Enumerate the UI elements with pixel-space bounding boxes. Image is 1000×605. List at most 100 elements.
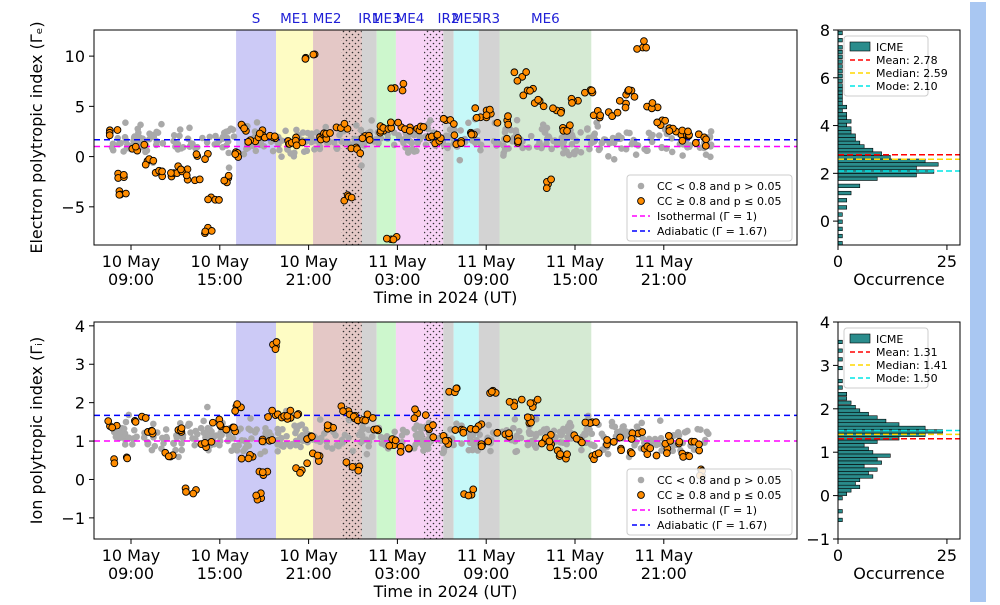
orange-point	[264, 413, 272, 421]
orange-point	[356, 149, 365, 158]
orange-point	[222, 425, 231, 434]
gray-point	[238, 437, 246, 444]
gray-point	[316, 416, 324, 423]
gray-point	[586, 145, 593, 153]
y-tick-label: 0	[75, 470, 85, 489]
orange-point	[119, 171, 128, 179]
gray-point	[668, 135, 676, 142]
gray-point	[631, 139, 638, 147]
legend: CC < 0.8 and p > 0.05 CC ≥ 0.8 and p ≤ 0.…	[626, 468, 793, 536]
gray-point	[170, 132, 178, 139]
plot-area	[94, 30, 797, 245]
orange-point	[309, 50, 318, 59]
gray-point	[153, 128, 160, 136]
hist-bar	[837, 133, 856, 138]
gray-point	[235, 442, 242, 449]
orange-point	[652, 451, 661, 460]
hist-bar	[837, 385, 843, 390]
orange-point	[692, 139, 700, 147]
x-tick-label: 0	[833, 252, 843, 271]
y-tick-label: 10	[65, 47, 85, 66]
hist-bar	[837, 73, 843, 79]
x-tick-label: 11 May	[368, 252, 427, 271]
x-tick-label: 10 May	[191, 546, 250, 565]
hist-bar	[837, 87, 843, 92]
gray-point	[513, 116, 521, 124]
x-axis-label: Occurrence	[853, 270, 944, 289]
orange-point	[563, 127, 571, 135]
orange-point	[450, 131, 459, 140]
gray-point	[559, 425, 567, 433]
x-tick-label: 25	[937, 546, 957, 565]
gray-point	[649, 437, 657, 444]
orange-point	[268, 436, 276, 444]
orange-point	[361, 416, 370, 425]
orange-point	[572, 434, 581, 443]
orange-point	[252, 491, 261, 500]
scrollbar[interactable]	[970, 2, 986, 602]
orange-point	[505, 397, 514, 406]
gray-point	[349, 447, 357, 455]
orange-point	[482, 111, 491, 120]
gray-point	[222, 128, 230, 136]
hist-legend-title: ICME	[876, 41, 903, 54]
hist-bar	[837, 104, 848, 110]
orange-point	[449, 120, 458, 128]
gray-point	[525, 428, 533, 436]
gray-point	[230, 133, 238, 140]
gray-point	[227, 125, 235, 132]
gray-point	[444, 142, 452, 150]
orange-point	[303, 459, 311, 468]
hist-bar	[837, 108, 843, 113]
orange-point	[189, 489, 198, 498]
orange-point	[545, 437, 554, 446]
orange-point	[477, 442, 486, 451]
gray-point	[300, 148, 308, 155]
orange-point	[484, 437, 493, 446]
orange-point	[192, 150, 201, 159]
orange-point	[410, 414, 419, 423]
gray-point	[399, 426, 407, 434]
gray-point	[225, 164, 233, 171]
gray-point	[175, 453, 182, 461]
gray-point	[358, 162, 365, 169]
gray-point	[550, 137, 557, 145]
orange-point	[220, 176, 229, 185]
hist-bar	[837, 198, 848, 203]
gray-point	[274, 448, 282, 455]
gray-point	[242, 444, 249, 452]
region-hatch	[341, 322, 362, 539]
hist-bar	[837, 233, 843, 239]
orange-point	[695, 440, 703, 449]
hist-bar	[837, 205, 848, 210]
orange-point	[643, 450, 652, 459]
orange-point	[513, 76, 522, 85]
orange-point	[517, 395, 526, 404]
gray-point	[694, 425, 701, 433]
y-tick-label: 0	[820, 487, 830, 506]
gray-point	[517, 434, 525, 442]
gray-point	[541, 129, 549, 136]
orange-point	[624, 86, 633, 94]
gray-point	[565, 151, 573, 159]
orange-point	[594, 449, 603, 458]
gray-point	[117, 139, 124, 147]
orange-point	[523, 413, 532, 422]
y-tick-label: 2	[820, 164, 830, 183]
orange-point	[140, 140, 149, 149]
hist-bar	[837, 446, 869, 451]
gray-point	[292, 429, 299, 437]
gray-point	[656, 417, 664, 424]
orange-point	[608, 112, 616, 120]
y-tick-label: 2	[75, 394, 85, 413]
gray-point	[563, 440, 570, 448]
gray-point	[658, 143, 666, 151]
orange-point	[201, 227, 210, 236]
region-label: IR1	[358, 11, 380, 27]
hist-bar	[837, 517, 843, 522]
gray-point	[703, 428, 711, 436]
gray-point	[357, 126, 365, 134]
hist-bar	[837, 112, 848, 117]
hist-bar	[837, 418, 887, 423]
